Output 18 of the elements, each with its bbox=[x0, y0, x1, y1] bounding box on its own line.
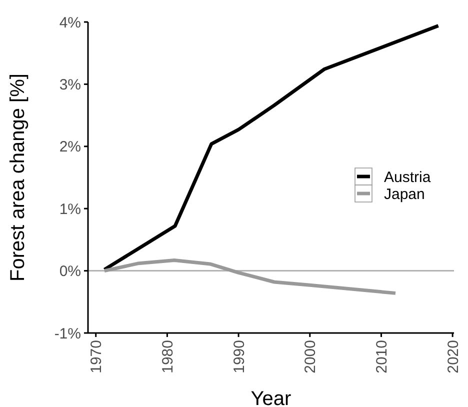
y-tick-label: 2% bbox=[59, 138, 81, 156]
x-tick-label: 2010 bbox=[373, 340, 390, 374]
x-axis-title: Year bbox=[250, 388, 292, 407]
x-tick-label: 2000 bbox=[302, 340, 320, 374]
x-tick-label: 1970 bbox=[88, 340, 106, 374]
x-tick-label: 1980 bbox=[159, 340, 176, 374]
y-tick-label: 0% bbox=[59, 263, 81, 280]
y-axis-title: Forest area change [%] bbox=[7, 74, 29, 282]
legend-label: Japan bbox=[384, 186, 425, 203]
x-tick-label: 1990 bbox=[230, 340, 248, 374]
y-tick-label: 4% bbox=[59, 14, 81, 32]
y-tick-label: 1% bbox=[59, 200, 81, 218]
line-series bbox=[102, 258, 398, 295]
y-tick-label: -1% bbox=[54, 325, 81, 342]
line-series bbox=[102, 24, 440, 272]
y-tick-label: 3% bbox=[59, 76, 81, 94]
x-tick-label: 2020 bbox=[444, 340, 462, 374]
legend-label: Austria bbox=[384, 168, 432, 186]
